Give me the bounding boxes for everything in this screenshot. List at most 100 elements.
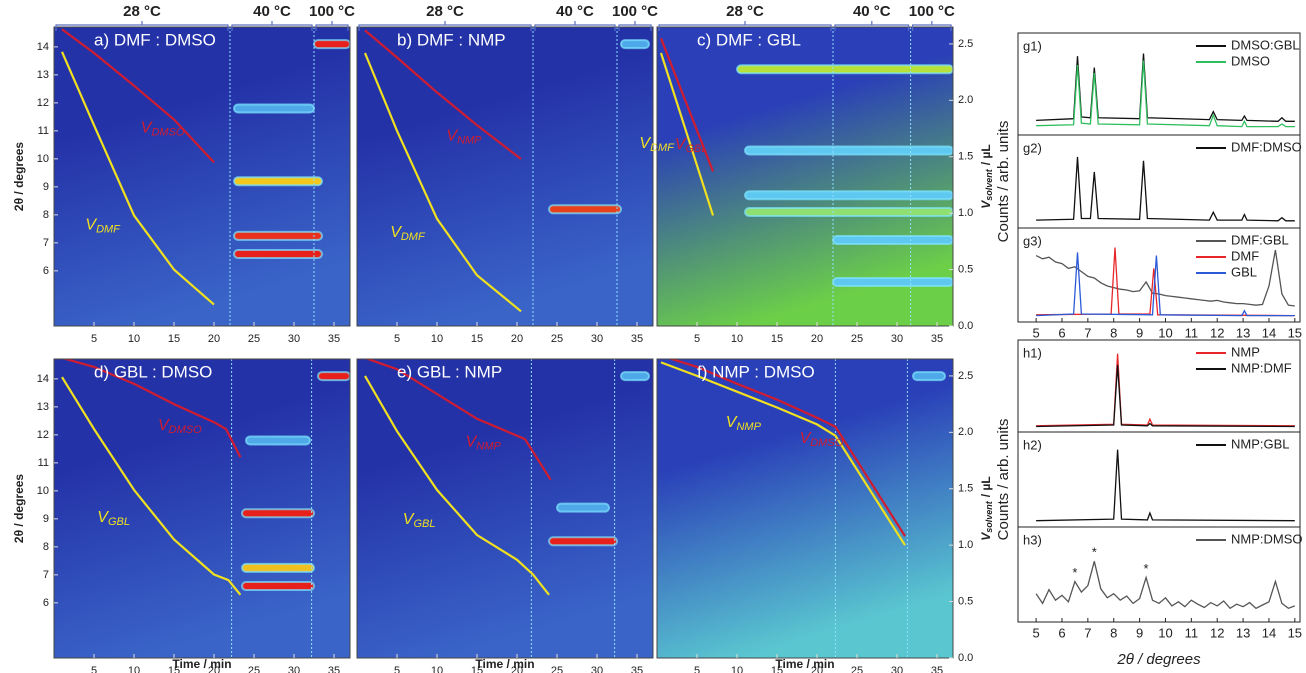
curve-label: VNMP bbox=[726, 414, 762, 433]
y-axis-label: 2θ / degrees bbox=[12, 474, 26, 544]
x-axis-label: 2θ / degrees bbox=[1116, 651, 1201, 668]
temperature-label: 40 °C bbox=[253, 3, 291, 20]
y2-tick-label: 2.5 bbox=[958, 370, 973, 382]
spectrum-line bbox=[1036, 364, 1295, 428]
plot-background bbox=[357, 27, 653, 326]
x-tick-label: 15 bbox=[1288, 625, 1302, 640]
diffraction-band bbox=[233, 103, 315, 114]
spectrum-line bbox=[1036, 252, 1295, 317]
diffraction-band bbox=[241, 508, 315, 519]
y2-tick-label: 0.5 bbox=[958, 595, 973, 607]
plot-area bbox=[660, 359, 946, 658]
plot-area bbox=[61, 359, 350, 658]
panel-label: a) DMF : DMSO bbox=[94, 30, 216, 49]
x-tick-label: 13 bbox=[1236, 625, 1250, 640]
x-axis-label: Time / min bbox=[475, 657, 534, 671]
diffraction-band bbox=[317, 371, 350, 382]
y2-label-subscript: solvent bbox=[984, 500, 994, 533]
plot-frame bbox=[1017, 134, 1301, 229]
peak-annotation: * bbox=[1144, 561, 1149, 576]
temperature-bracket bbox=[658, 21, 832, 31]
x-tick-label: 9 bbox=[1136, 625, 1143, 640]
x-tick-label: 10 bbox=[731, 665, 743, 673]
x-tick-label: 8 bbox=[1110, 325, 1117, 340]
panel-label: g3) bbox=[1023, 233, 1042, 248]
x-tick-label: 30 bbox=[288, 333, 300, 345]
y-tick-label: 9 bbox=[43, 181, 49, 193]
volume-curve bbox=[61, 28, 215, 164]
spectrum-line bbox=[1036, 53, 1295, 122]
x-tick-label: 12 bbox=[1210, 325, 1224, 340]
volume-curve bbox=[61, 376, 242, 596]
curve-subscript: NMP bbox=[476, 440, 501, 452]
panel-label: d) GBL : DMSO bbox=[94, 362, 212, 381]
spectrum-line bbox=[1036, 449, 1295, 522]
legend-label: NMP:DMSO bbox=[1231, 531, 1303, 546]
x-tick-label: 20 bbox=[511, 665, 523, 673]
diffraction-band bbox=[233, 249, 323, 260]
y2-axis-label: Vsolvent / µL bbox=[979, 476, 994, 540]
y-tick-label: 14 bbox=[37, 41, 49, 53]
curve-label: VDMSO bbox=[800, 430, 844, 449]
plot-area bbox=[363, 27, 650, 326]
curve-symbol: V bbox=[85, 217, 97, 234]
diffraction-band bbox=[233, 230, 323, 241]
panel-label: c) DMF : GBL bbox=[697, 30, 801, 49]
x-tick-label: 6 bbox=[1058, 325, 1065, 340]
panel-label: h2) bbox=[1023, 437, 1042, 452]
plot-frame bbox=[1017, 339, 1301, 433]
legend-label: DMF:DMSO bbox=[1231, 139, 1302, 154]
diffraction-band bbox=[620, 371, 650, 382]
legend-label: DMSO:GBL bbox=[1231, 37, 1300, 52]
x-tick-label: 20 bbox=[208, 665, 220, 673]
x-tick-label: 12 bbox=[1210, 625, 1224, 640]
curve-subscript: GBL bbox=[685, 143, 707, 155]
y2-label-unit: / µL bbox=[979, 476, 993, 497]
x-tick-label: 25 bbox=[851, 665, 863, 673]
temperature-label: 40 °C bbox=[556, 3, 594, 20]
y2-tick-label: 1.5 bbox=[958, 483, 973, 495]
plot-area bbox=[659, 27, 953, 326]
x-tick-label: 10 bbox=[1158, 325, 1172, 340]
y-tick-label: 10 bbox=[37, 153, 49, 165]
curve-symbol: V bbox=[800, 430, 812, 447]
diffraction-band bbox=[744, 207, 953, 218]
x-tick-label: 14 bbox=[1262, 625, 1276, 640]
legend-label: GBL bbox=[1231, 264, 1257, 279]
diffraction-band bbox=[548, 204, 622, 215]
x-tick-label: 35 bbox=[328, 665, 340, 673]
curve-symbol: V bbox=[141, 120, 153, 137]
x-tick-label: 6 bbox=[1058, 625, 1065, 640]
x-tick-label: 35 bbox=[328, 333, 340, 345]
diffraction-band bbox=[912, 371, 946, 382]
diffraction-band bbox=[620, 39, 650, 50]
x-tick-label: 30 bbox=[891, 333, 903, 345]
y-tick-label: 11 bbox=[38, 125, 49, 137]
plot-frame bbox=[656, 26, 954, 327]
spectrum-line bbox=[1036, 60, 1295, 128]
temperature-bracket bbox=[834, 21, 910, 31]
y-tick-label: 14 bbox=[37, 373, 49, 385]
volume-curve bbox=[364, 375, 550, 596]
x-tick-label: 5 bbox=[91, 333, 97, 345]
y-tick-label: 7 bbox=[43, 237, 49, 249]
x-tick-label: 20 bbox=[811, 665, 823, 673]
volume-curve bbox=[60, 51, 215, 306]
x-tick-label: 20 bbox=[811, 333, 823, 345]
plot-frame bbox=[356, 26, 654, 327]
x-tick-label: 10 bbox=[431, 333, 443, 345]
curve-label: VDMSO bbox=[141, 120, 185, 139]
x-tick-label: 10 bbox=[431, 665, 443, 673]
x-tick-label: 11 bbox=[1185, 625, 1199, 640]
diffraction-band bbox=[832, 235, 953, 246]
diffraction-band bbox=[832, 277, 953, 288]
x-tick-label: 35 bbox=[631, 665, 643, 673]
curve-label: VGBL bbox=[403, 511, 436, 530]
diffraction-band bbox=[556, 502, 610, 513]
panel-label: e) GBL : NMP bbox=[397, 362, 502, 381]
legend-label: NMP:DMF bbox=[1231, 360, 1292, 375]
x-tick-label: 8 bbox=[1110, 625, 1117, 640]
curve-symbol: V bbox=[403, 511, 415, 528]
y-axis-label: 2θ / degrees bbox=[12, 142, 26, 212]
curve-subscript: NMP bbox=[736, 421, 761, 433]
